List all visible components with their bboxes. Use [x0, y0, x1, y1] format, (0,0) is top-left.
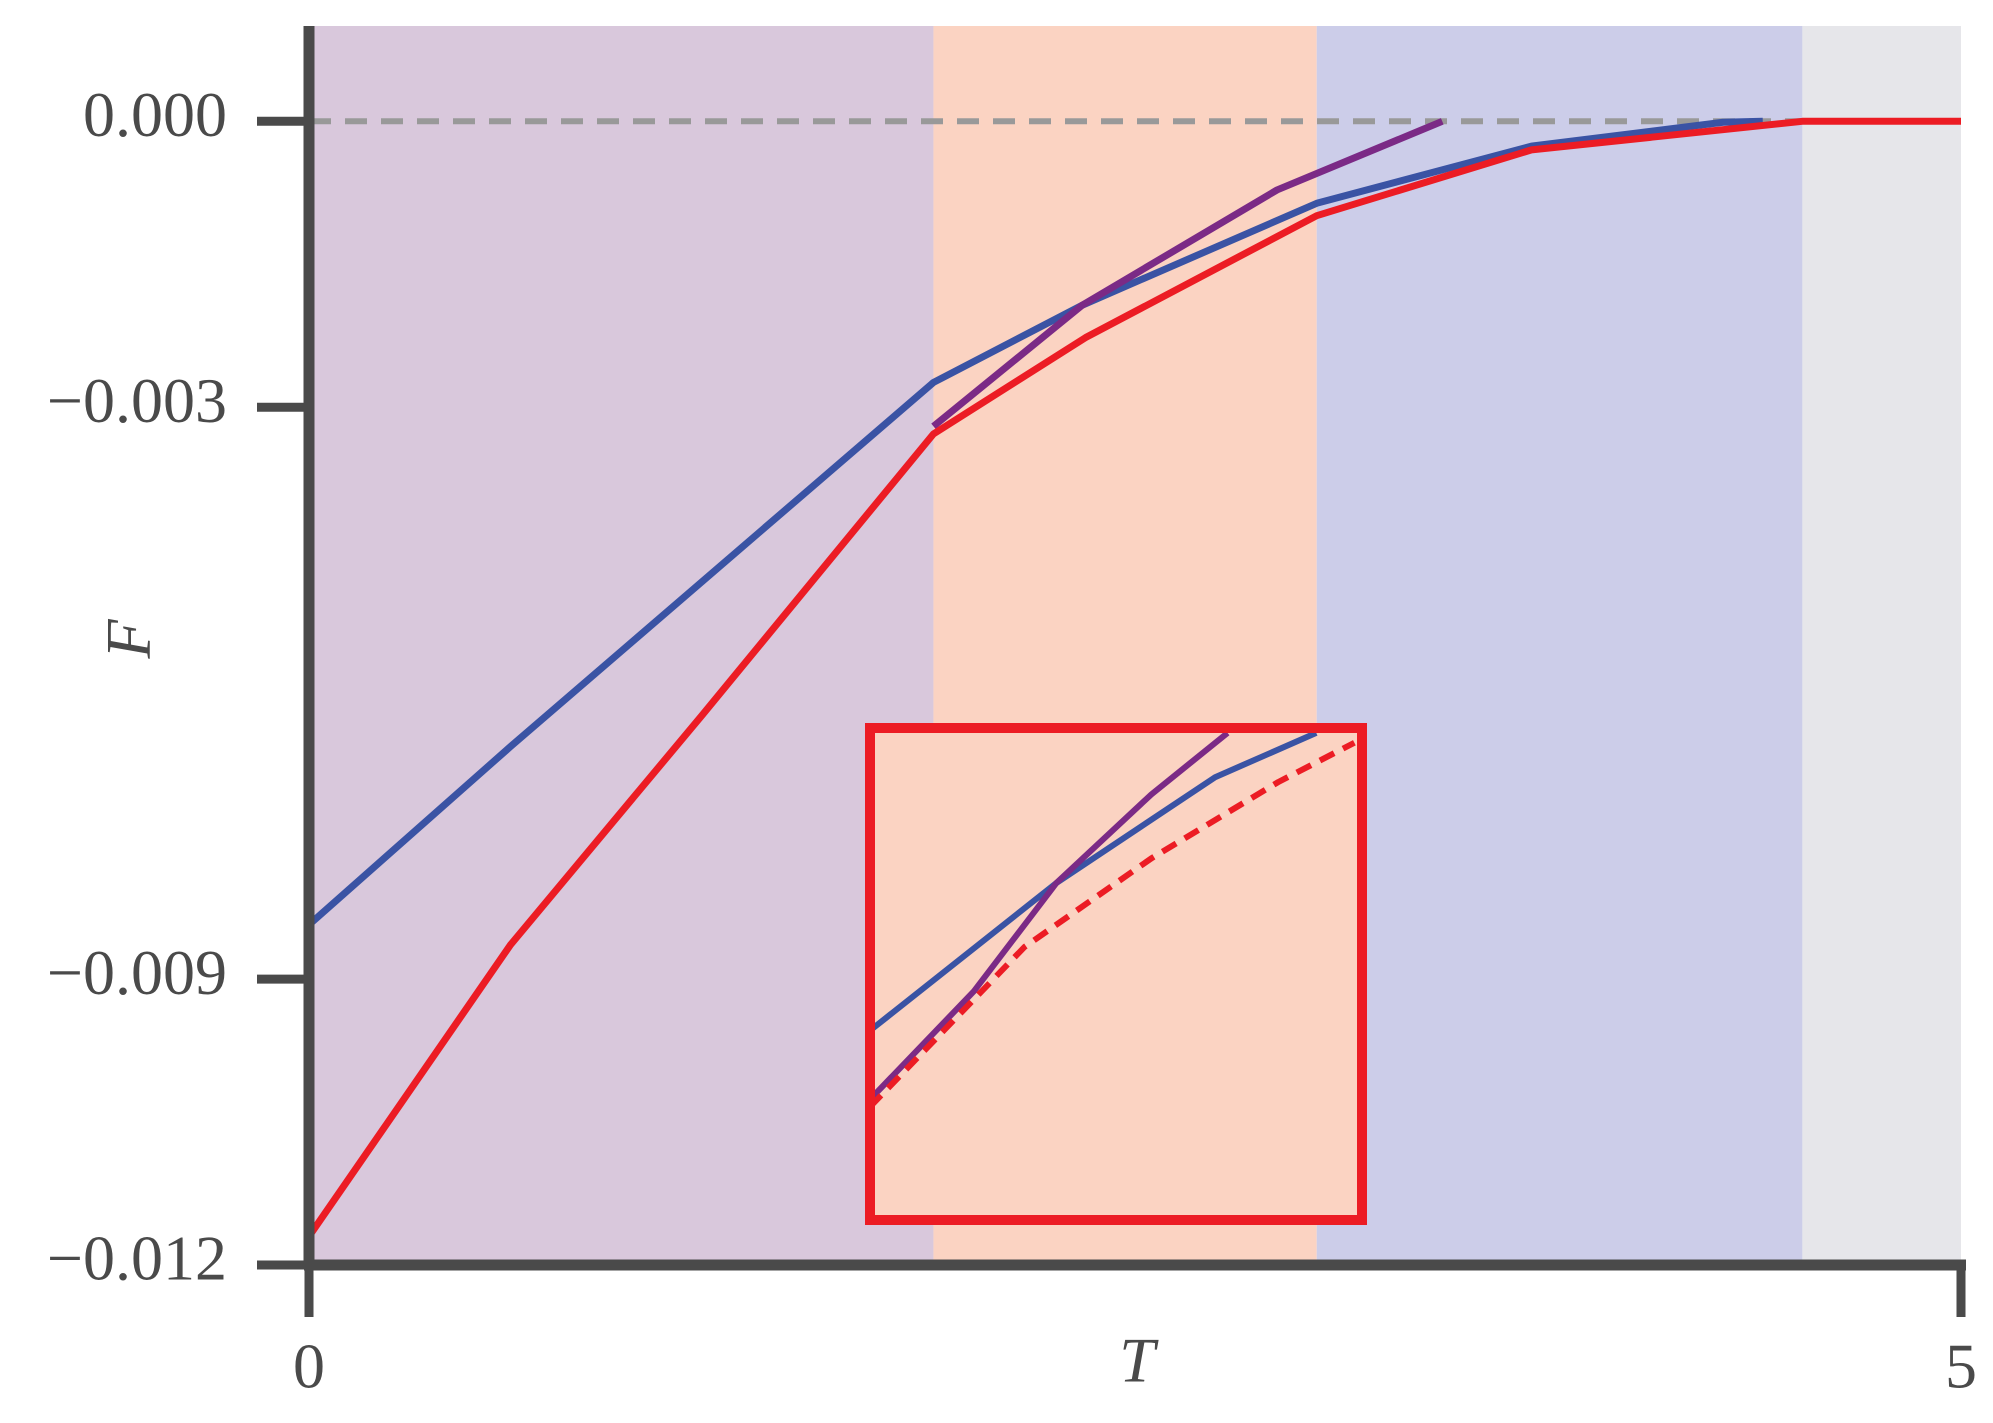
x-tick-label: 5: [1945, 1331, 1977, 1402]
x-axis-label: T: [1119, 1325, 1159, 1396]
x-tick-label: 0: [293, 1331, 325, 1402]
region: [1316, 26, 1803, 1265]
series-line: [931, 118, 1444, 430]
y-tick-label: −0.009: [47, 937, 227, 1008]
y-tick-label: −0.003: [47, 365, 227, 436]
inset-border: [865, 723, 1367, 1225]
inset-background: [870, 728, 1362, 1220]
series-line: [306, 117, 1763, 928]
series-line: [867, 730, 1230, 1102]
series-line: [306, 117, 1961, 1239]
y-tick-label: 0.000: [83, 79, 227, 150]
region: [1802, 26, 1961, 1265]
y-axis-label: F: [93, 619, 164, 660]
y-tick-label: −0.012: [47, 1223, 227, 1294]
series-line: [867, 740, 1356, 1109]
series-line: [868, 730, 1318, 1033]
region: [309, 26, 934, 1265]
